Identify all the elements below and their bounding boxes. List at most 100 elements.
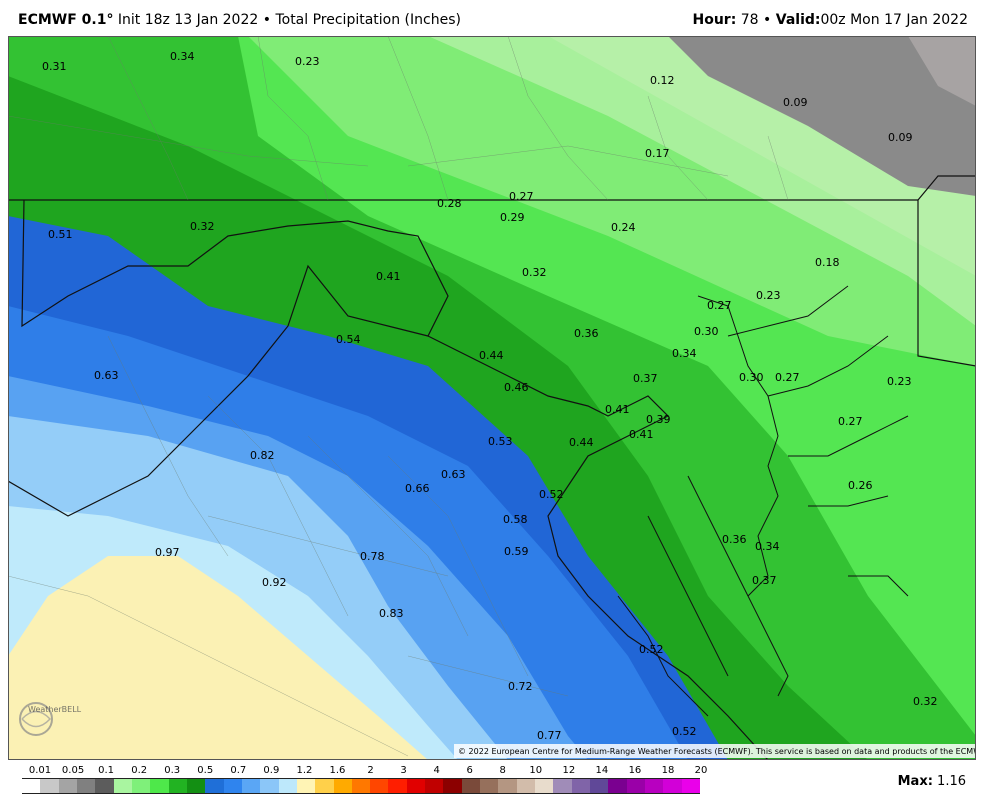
colorbar-tick-label: 1.2 xyxy=(296,765,313,776)
value-label: 0.17 xyxy=(645,147,670,160)
value-label: 0.34 xyxy=(170,50,195,63)
header-title: ECMWF 0.1° Init 18z 13 Jan 2022 • Total … xyxy=(18,12,461,28)
hour-label: Hour: xyxy=(692,12,737,28)
header-bullet: • xyxy=(262,12,271,28)
value-label: 0.30 xyxy=(739,371,764,384)
value-label: 0.41 xyxy=(376,270,401,283)
value-label: 0.36 xyxy=(722,533,747,546)
colorbar-swatch xyxy=(296,778,316,794)
colorbar-tick-label: 3 xyxy=(400,765,407,776)
max-number: 1.16 xyxy=(937,774,966,789)
value-label: 0.82 xyxy=(250,449,275,462)
value-label: 0.63 xyxy=(441,468,466,481)
colorbar-swatch xyxy=(113,778,133,794)
copyright-strip xyxy=(454,744,976,758)
value-label: 0.23 xyxy=(887,375,912,388)
county-lines xyxy=(8,36,789,757)
value-label: 0.29 xyxy=(500,211,525,224)
value-label: 0.09 xyxy=(888,131,913,144)
colorbar-swatch xyxy=(351,778,371,794)
value-label: 0.78 xyxy=(360,550,385,563)
colorbar-swatch xyxy=(22,778,41,794)
colorbar-swatch xyxy=(40,778,60,794)
colorbar-swatch xyxy=(645,778,664,794)
value-label: 0.77 xyxy=(537,729,562,742)
colorbar-swatch xyxy=(333,778,353,794)
colorbar-tick-label: 0.01 xyxy=(28,765,52,776)
colorbar-swatch xyxy=(571,778,591,794)
colorbar-swatch xyxy=(150,778,170,794)
colorbar-swatch xyxy=(553,778,573,794)
colorbar-swatch xyxy=(406,778,426,794)
value-label: 0.26 xyxy=(848,479,873,492)
value-label: 0.97 xyxy=(155,546,180,559)
weatherbell-logo: WeatherBELL xyxy=(19,702,82,736)
value-label: 0.27 xyxy=(707,299,732,312)
valid-value: 00z Mon 17 Jan 2022 xyxy=(820,12,968,28)
colorbar-tick-label: 1.6 xyxy=(329,765,346,776)
value-label: 0.41 xyxy=(629,428,654,441)
map-frame xyxy=(8,36,976,760)
colorbar-tick-label: 2 xyxy=(367,765,374,776)
colorbar-tick-label: 0.1 xyxy=(98,765,115,776)
value-label: 0.41 xyxy=(605,403,630,416)
colorbar-swatch xyxy=(260,778,280,794)
max-value: Max: 1.16 xyxy=(898,774,966,789)
hour-value: 78 xyxy=(740,12,759,28)
model-name: ECMWF 0.1 xyxy=(18,12,107,28)
colorbar-tick-label: 0.5 xyxy=(197,765,214,776)
value-label: 0.36 xyxy=(574,327,599,340)
colorbar-tick-label: 0.3 xyxy=(164,765,181,776)
value-label: 0.63 xyxy=(94,369,119,382)
colorbar-swatch xyxy=(626,778,646,794)
colorbar-swatch xyxy=(76,778,96,794)
value-label: 0.34 xyxy=(755,540,780,553)
colorbar-swatch xyxy=(681,778,701,794)
value-label: 0.46 xyxy=(504,381,529,394)
value-label: 0.59 xyxy=(504,545,529,558)
colorbar-swatch xyxy=(205,778,225,794)
colorbar-tick-label: 8 xyxy=(499,765,506,776)
colorbar-tick-label: 16 xyxy=(628,765,642,776)
band-yellow xyxy=(8,556,428,760)
colorbar-swatch xyxy=(388,778,408,794)
value-label: 0.66 xyxy=(405,482,430,495)
colorbar-swatch xyxy=(95,778,115,794)
value-label: 0.23 xyxy=(756,289,781,302)
value-label: 0.24 xyxy=(611,221,636,234)
colorbar-swatch xyxy=(131,778,151,794)
colorbar-swatch xyxy=(663,778,683,794)
value-label: 0.37 xyxy=(752,574,777,587)
colorbar-tick-label: 0.7 xyxy=(230,765,247,776)
valid-label: Valid: xyxy=(775,12,821,28)
colorbar-swatch xyxy=(461,778,481,794)
value-labels: 0.31 0.34 0.23 0.12 0.09 0.09 0.17 0.28 … xyxy=(42,50,938,742)
value-label: 0.52 xyxy=(539,488,564,501)
value-label: 0.37 xyxy=(633,372,658,385)
colorbar-swatch xyxy=(223,778,243,794)
colorbar-tick-label: 20 xyxy=(694,765,708,776)
colorbar-swatch xyxy=(370,778,389,794)
value-label: 0.54 xyxy=(336,333,361,346)
colorbar: 0.01 0.05 0.1 0.2 0.3 0.5 0.7 0.9 1.2 1.6 2 3 4 6 8 10 1… xyxy=(0,760,984,808)
max-label: Max: xyxy=(897,774,933,789)
coastlines xyxy=(617,285,909,717)
value-label: 0.27 xyxy=(509,190,534,203)
colorbar-swatch xyxy=(480,778,499,794)
value-label: 0.53 xyxy=(488,435,513,448)
colorbar-tick-label: 4 xyxy=(433,765,440,776)
band-gray-light xyxy=(908,36,976,106)
value-label: 0.27 xyxy=(775,371,800,384)
copyright-text: © 2022 European Centre for Medium-Range … xyxy=(458,747,976,756)
value-label: 0.30 xyxy=(694,325,719,338)
colorbar-swatch xyxy=(168,778,188,794)
value-label: 0.32 xyxy=(522,266,547,279)
colorbar-tick-label: 14 xyxy=(595,765,609,776)
map-header: ECMWF 0.1° Init 18z 13 Jan 2022 • Total … xyxy=(0,0,984,36)
header-validity: Hour: 78 • Valid:00z Mon 17 Jan 2022 xyxy=(692,12,968,28)
colorbar-swatch xyxy=(590,778,609,794)
colorbar-swatch xyxy=(498,778,518,794)
value-label: 0.83 xyxy=(379,607,404,620)
colorbar-tick-label: 12 xyxy=(562,765,576,776)
header-bullet-2: • xyxy=(763,12,772,28)
